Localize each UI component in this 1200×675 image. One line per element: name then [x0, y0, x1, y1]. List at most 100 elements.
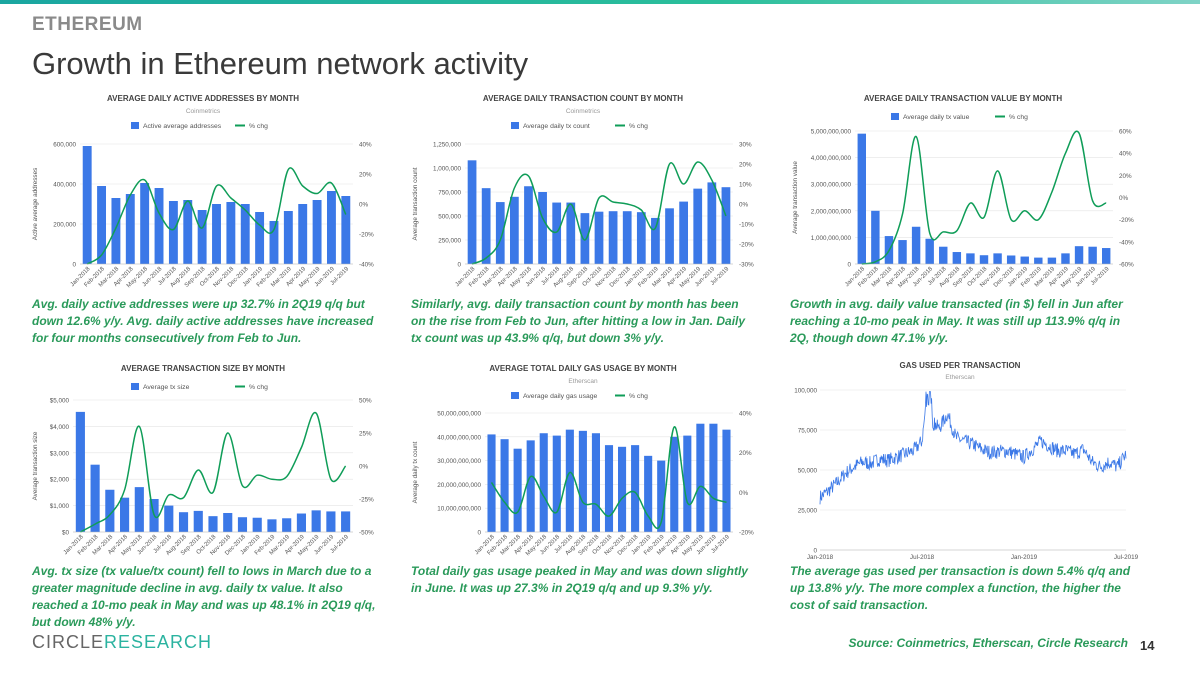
right-tick-label: -40%: [359, 262, 374, 269]
bar: [594, 211, 604, 264]
bar: [105, 489, 115, 532]
bar: [911, 226, 921, 264]
left-tick-label: 1,000,000,000: [811, 235, 852, 242]
section-label: ETHEREUM: [32, 14, 143, 35]
legend-line-label: % chg: [629, 393, 648, 400]
bar: [1074, 246, 1084, 264]
legend-bar-label: Average tx size: [143, 384, 190, 391]
bar: [591, 433, 600, 532]
legend-bar-swatch: [131, 122, 139, 129]
chart-subtitle: Coinmetrics: [186, 108, 221, 115]
chart-panel-gas-usage: AVERAGE TOTAL DAILY GAS USAGE BY MONTH Et…: [408, 356, 758, 564]
bar: [164, 505, 174, 532]
legend-line-label: % chg: [629, 123, 648, 130]
top-accent-bar: [0, 0, 1200, 4]
chart-svg: AVERAGE TRANSACTION SIZE BY MONTH Average…: [32, 364, 374, 557]
chart-title: AVERAGE DAILY TRANSACTION VALUE BY MONTH: [864, 94, 1062, 103]
bar: [90, 464, 100, 532]
bar: [1034, 257, 1043, 264]
pct-change-line: [490, 426, 727, 529]
bar: [140, 183, 150, 264]
bar: [111, 198, 121, 264]
bar: [993, 253, 1002, 264]
left-tick-label: 50,000: [798, 468, 818, 475]
bar: [312, 200, 322, 264]
caption-gas-per-transaction: The average gas used per transaction is …: [790, 564, 1131, 612]
bar: [722, 429, 731, 532]
legend-bar-label: Average daily tx value: [903, 114, 970, 121]
left-tick-label: 2,000,000,000: [811, 208, 852, 215]
bar: [696, 423, 705, 532]
bar: [618, 446, 627, 532]
bar: [526, 440, 535, 532]
chart-svg: AVERAGE DAILY TRANSACTION COUNT BY MONTH…: [412, 94, 754, 289]
y-axis-title: Average transaction count: [412, 167, 419, 240]
chart-subtitle: Etherscan: [945, 374, 975, 381]
right-tick-label: 0%: [739, 202, 749, 209]
bar: [1006, 255, 1016, 264]
chart-title: GAS USED PER TRANSACTION: [900, 361, 1021, 370]
bar: [898, 240, 907, 264]
left-tick-label: 500,000: [438, 214, 461, 221]
bar: [97, 186, 107, 264]
right-tick-label: 40%: [359, 142, 372, 149]
bar: [296, 513, 306, 532]
left-tick-label: $0: [62, 530, 70, 537]
legend-bar-swatch: [891, 113, 899, 120]
caption-transaction-size: Avg. tx size (tx value/tx count) fell to…: [32, 564, 376, 629]
left-tick-label: 1,000,000: [433, 166, 462, 173]
bar: [154, 188, 164, 264]
chart-panel-transaction-size: AVERAGE TRANSACTION SIZE BY MONTH Average…: [28, 356, 378, 564]
bar: [693, 188, 703, 264]
bar: [538, 192, 547, 264]
bar: [1088, 246, 1097, 264]
pct-change-line: [471, 161, 727, 265]
caption-active-addresses: Avg. daily active addresses were up 32.7…: [32, 297, 374, 345]
bar: [604, 445, 614, 532]
legend-bar-label: Active average addresses: [143, 123, 222, 130]
right-tick-label: -20%: [359, 232, 374, 239]
right-tick-label: 0%: [359, 202, 369, 209]
bar: [665, 208, 674, 264]
left-tick-label: $3,000: [50, 450, 70, 457]
bar: [565, 429, 574, 532]
caption-gas-usage: Total daily gas usage peaked in May and …: [411, 564, 748, 595]
left-tick-label: 75,000: [798, 428, 818, 435]
bar: [925, 238, 934, 264]
bar: [709, 423, 718, 532]
left-tick-label: 25,000: [798, 508, 818, 515]
bar: [178, 512, 189, 532]
bar: [679, 201, 689, 264]
chart-title: AVERAGE DAILY ACTIVE ADDRESSES BY MONTH: [107, 94, 299, 103]
left-tick-label: $5,000: [50, 398, 70, 405]
bar: [636, 212, 646, 264]
left-tick-label: 0: [813, 548, 817, 555]
legend-bar-label: Average daily tx count: [523, 123, 590, 130]
right-tick-label: 40%: [739, 411, 752, 418]
bar: [539, 433, 548, 532]
legend-line-label: % chg: [1009, 114, 1028, 121]
bar: [255, 212, 265, 264]
bar: [1047, 257, 1057, 264]
bar: [966, 253, 975, 264]
bar: [467, 160, 477, 264]
bar: [500, 439, 509, 532]
right-tick-label: -30%: [739, 262, 754, 269]
left-tick-label: 20,000,000,000: [437, 482, 481, 489]
bar: [341, 511, 351, 532]
left-tick-label: 250,000: [438, 238, 461, 245]
bar: [341, 196, 351, 264]
pct-change-line: [86, 167, 347, 265]
right-tick-label: -25%: [359, 497, 374, 504]
right-tick-label: 60%: [1119, 129, 1132, 136]
right-tick-label: -20%: [739, 242, 754, 249]
y-axis-title: Active average addresses: [32, 168, 39, 240]
bar: [1020, 256, 1029, 264]
x-tick-label: Jul-2019: [1114, 554, 1138, 561]
chart-panel-gas-per-transaction: GAS USED PER TRANSACTION Etherscan 0 25,000…: [788, 356, 1138, 564]
right-tick-label: 20%: [739, 162, 752, 169]
bar: [282, 518, 292, 532]
bar: [979, 255, 989, 264]
bar: [721, 187, 731, 264]
left-tick-label: $2,000: [50, 477, 70, 484]
